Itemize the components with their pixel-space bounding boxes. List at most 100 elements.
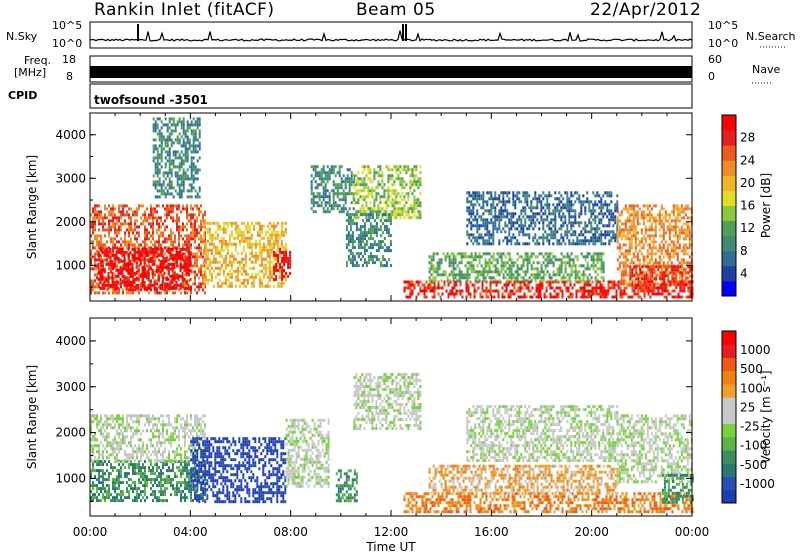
colorbar-swatch (722, 344, 736, 358)
colorbar-tick-label: 1000 (740, 343, 771, 357)
velocity-region (428, 464, 619, 495)
power-ylabel: Slant Range [km] (25, 155, 39, 259)
colorbar-tick-label: 500 (740, 362, 763, 376)
x-tick-label: 16:00 (474, 525, 509, 539)
freq-band (90, 66, 692, 78)
nsearch-tick-top: 10^5 (708, 19, 739, 32)
colorbar-tick-label: -500 (740, 458, 767, 472)
nave-label: Nave (752, 63, 781, 76)
colorbar-swatch (722, 115, 736, 131)
colorbar-swatch (722, 220, 736, 237)
x-tick-label: 08:00 (273, 525, 308, 539)
power-heatmap (90, 117, 694, 299)
x-tick-label: 00:00 (73, 525, 108, 539)
colorbar-tick-label: 100 (740, 381, 763, 395)
cpid-panel-frame (89, 83, 693, 109)
colorbar-frame (721, 330, 737, 504)
colorbar-tick-label: 12 (740, 221, 755, 235)
y-tick-label: 2000 (55, 426, 86, 440)
nsearch-tick-bottom: 10^0 (708, 37, 739, 50)
colorbar-swatch (722, 383, 736, 398)
power-region (428, 252, 605, 283)
date-title: 22/Apr/2012 (590, 0, 702, 20)
cpid-value: twofsound -3501 (94, 93, 208, 107)
colorbar-swatch (722, 175, 736, 191)
colorbar-swatch (722, 265, 736, 282)
power-region (466, 191, 619, 246)
colorbar-tick-label: -100 (740, 439, 767, 453)
velocity-region (90, 460, 206, 503)
colorbar-swatch (722, 370, 736, 385)
nsearch-label: N.Search (746, 30, 796, 43)
beam-title: Beam 05 (356, 0, 436, 20)
nave-tick-bottom: 0 (708, 70, 715, 83)
colorbar-swatch (722, 280, 736, 297)
colorbar-frame (721, 114, 737, 297)
freq-tick-bottom: 8 (66, 70, 73, 83)
nsky-tick-top: 10^5 (52, 19, 83, 32)
velocity-region (335, 469, 358, 503)
nsky-trace (89, 30, 693, 42)
velocity-region (403, 492, 694, 514)
velocity-region (90, 414, 206, 463)
colorbar-swatch (722, 423, 736, 438)
nave-tick-top: 60 (708, 53, 722, 66)
x-axis-label: Time UT (365, 540, 416, 554)
colorbar-swatch (722, 489, 736, 504)
nsky-tick-bottom: 10^0 (52, 37, 83, 50)
colorbar-tick-label: -25 (740, 420, 760, 434)
colorbar-swatch (722, 331, 736, 345)
colorbar-swatch (722, 145, 736, 161)
colorbar-tick-label: -1000 (740, 477, 775, 491)
colorbar-tick-label: 24 (740, 153, 755, 167)
colorbar-swatch (722, 205, 736, 222)
colorbar-tick-label: 8 (740, 244, 748, 258)
y-tick-label: 1000 (55, 258, 86, 272)
station-title: Rankin Inlet (fitACF) (94, 0, 275, 20)
velocity-heatmap (90, 373, 694, 514)
x-tick-label: 04:00 (173, 525, 208, 539)
colorbar-swatch (722, 160, 736, 176)
colorbar-tick-label: 25 (740, 400, 755, 414)
power-region (629, 265, 694, 293)
x-tick-label: 00:00 (675, 525, 710, 539)
y-tick-label: 4000 (55, 334, 86, 348)
power-region (353, 165, 422, 220)
power-region (310, 165, 355, 214)
freq-unit: [MHz] (14, 66, 47, 79)
colorbar-swatch (722, 397, 736, 411)
colorbar-swatch (722, 190, 736, 206)
y-tick-label: 1000 (55, 471, 86, 485)
velocity-region (466, 405, 619, 463)
nsky-label: N.Sky (6, 30, 38, 43)
x-tick-label: 20:00 (574, 525, 609, 539)
y-tick-label: 2000 (55, 215, 86, 229)
velocity-colorbar-label: Velocity [m s⁻¹] (759, 370, 773, 463)
power-region (97, 247, 192, 290)
colorbar-swatch (722, 476, 736, 491)
velocity-region (190, 437, 287, 504)
y-tick-label: 3000 (55, 171, 86, 185)
power-region (273, 247, 292, 281)
freq-tick-top: 18 (62, 53, 76, 66)
colorbar-tick-label: 4 (740, 266, 748, 280)
y-tick-label: 3000 (55, 380, 86, 394)
colorbar-swatch (722, 410, 736, 425)
velocity-ylabel: Slant Range [km] (25, 365, 39, 469)
colorbar-tick-label: 28 (740, 131, 755, 145)
colorbar-tick-label: 20 (740, 176, 755, 190)
colorbar-swatch (722, 130, 736, 146)
velocity-region (616, 414, 693, 484)
nsky-panel-frame (89, 21, 693, 49)
power-region (152, 117, 201, 199)
freq-label: Freq. (24, 54, 52, 67)
colorbar-swatch (722, 463, 736, 478)
colorbar-swatch (722, 450, 736, 464)
power-colorbar-label: Power [dB] (759, 173, 773, 238)
colorbar-tick-label: 16 (740, 199, 755, 213)
y-tick-label: 4000 (55, 128, 86, 142)
colorbar-swatch (722, 436, 736, 451)
cpid-label: CPID (8, 89, 38, 102)
